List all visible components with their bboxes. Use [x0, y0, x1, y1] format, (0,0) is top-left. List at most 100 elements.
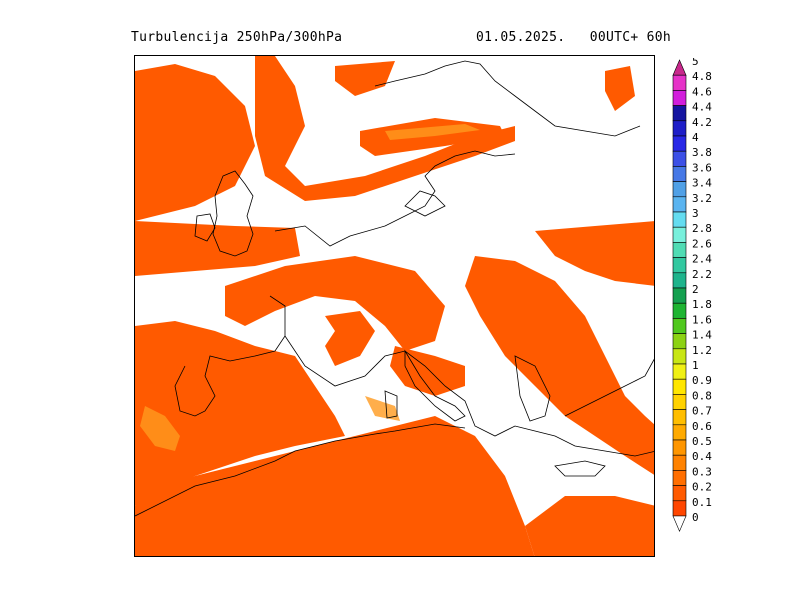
high-value-patch	[385, 124, 480, 140]
colorbar-label: 3	[692, 207, 699, 220]
colorbar-swatch	[672, 485, 687, 502]
colorbar-label: 2	[692, 283, 699, 296]
turbulence-area-iberia	[135, 321, 345, 506]
colorbar-swatch	[672, 242, 687, 258]
colorbar-swatch	[672, 454, 687, 471]
colorbar-swatch	[672, 120, 687, 137]
colorbar-label: 0	[692, 511, 699, 524]
map-canvas	[135, 56, 654, 556]
turbulence-area-south-east	[525, 496, 654, 556]
coastline	[284, 335, 654, 457]
colorbar-swatch	[672, 318, 687, 334]
colorbar-swatch	[672, 135, 687, 152]
colorbar-label: 4.4	[692, 101, 712, 114]
coastline	[404, 190, 446, 217]
colorbar-swatch	[672, 348, 687, 365]
coastline	[174, 295, 286, 417]
turbulence-high-values	[140, 124, 480, 451]
colorbar-label: 5	[692, 58, 699, 68]
colorbar-swatch	[672, 150, 687, 167]
coastline	[404, 349, 466, 422]
high-value-patch	[365, 396, 400, 421]
colorbar-swatch	[672, 302, 687, 319]
colorbar-label: 0.4	[692, 450, 712, 463]
colorbar-swatch	[672, 378, 687, 395]
turbulence-area-east	[535, 221, 654, 286]
coastlines	[135, 60, 654, 517]
colorbar-label: 0.3	[692, 465, 712, 478]
coastline	[374, 60, 641, 137]
turbulence-area-uk-band	[135, 221, 300, 276]
coastline	[514, 355, 551, 422]
turbulence-area-central	[465, 256, 654, 475]
colorbar-swatch	[672, 166, 687, 182]
colorbar-label: 0.1	[692, 496, 712, 509]
colorbar-swatch	[672, 181, 687, 198]
colorbar-label: 3.8	[692, 146, 712, 159]
colorbar-swatch	[672, 424, 687, 441]
colorbar-svg: 5 4.8 4.6 4.4 4.2 4 3.8 3.6 3.4 3.2 3 2.8 2.6 2.4 2.2 2…	[672, 55, 712, 532]
coastline	[274, 150, 516, 247]
colorbar-label: 2.4	[692, 253, 712, 266]
colorbar-label: 4.8	[692, 70, 712, 83]
colorbar-label: 1.2	[692, 344, 712, 357]
turbulence-area-west	[135, 64, 255, 221]
colorbar-swatch	[672, 272, 687, 289]
colorbar-swatch	[672, 211, 687, 228]
coastline	[554, 460, 606, 477]
colorbar-swatch	[672, 196, 687, 213]
colorbar-swatch	[672, 409, 687, 426]
high-value-patch	[140, 406, 180, 451]
turbulence-area-ne	[605, 66, 635, 111]
colorbar-label: 0.8	[692, 389, 712, 402]
colorbar-label: 0.5	[692, 435, 712, 448]
colorbar-label: 3.4	[692, 177, 712, 190]
colorbar-swatch	[672, 287, 687, 304]
colorbar-swatch	[672, 226, 687, 243]
colorbar-label: 4.2	[692, 116, 712, 129]
colorbar-swatch	[672, 394, 687, 410]
turbulence-area-inner-arc	[325, 311, 375, 366]
turbulence-area-north-band	[255, 56, 515, 201]
colorbar-swatch	[672, 363, 687, 380]
colorbar-swatch	[672, 105, 687, 122]
coastline	[135, 423, 466, 517]
colorbar-swatch	[672, 74, 687, 91]
colorbar-label: 0.6	[692, 420, 712, 433]
colorbar-label: 0.2	[692, 481, 712, 494]
colorbar-label: 2.6	[692, 237, 712, 250]
colorbar-swatch	[672, 257, 687, 274]
turbulence-area-italy	[390, 346, 465, 396]
colorbar-swatch	[672, 500, 687, 517]
colorbar-swatch	[672, 333, 687, 350]
colorbar-label: 1.4	[692, 329, 712, 342]
colorbar-label: 4	[692, 131, 699, 144]
turbulence-area-norway	[335, 61, 395, 96]
colorbar-swatch	[672, 439, 687, 456]
colorbar-label: 0.9	[692, 374, 712, 387]
colorbar-swatch	[672, 470, 687, 486]
colorbar-label: 0.7	[692, 405, 712, 418]
coastline	[212, 170, 254, 257]
turbulence-field	[135, 56, 654, 556]
turbulence-area-africa	[135, 416, 535, 556]
colorbar-label: 2.2	[692, 268, 712, 281]
forecast-time-label: 01.05.2025. 00UTC+ 60h	[476, 30, 672, 45]
colorbar-swatch	[672, 90, 687, 106]
colorbar-label: 1.6	[692, 313, 712, 326]
turbulence-area-france-spiral	[225, 256, 445, 351]
colorbar-label: 1	[692, 359, 699, 372]
colorbar-swatch	[672, 515, 687, 532]
colorbar-swatch	[672, 59, 687, 76]
colorbar-label: 2.8	[692, 222, 712, 235]
coastline	[384, 390, 398, 419]
colorbar-label: 1.8	[692, 298, 712, 311]
colorbar-label: 3.6	[692, 161, 712, 174]
coastline	[194, 213, 216, 242]
color-scale-legend: 5 4.8 4.6 4.4 4.2 4 3.8 3.6 3.4 3.2 3 2.8 2.6 2.4 2.2 2…	[670, 55, 780, 552]
colorbar-label: 3.2	[692, 192, 712, 205]
map-title: Turbulencija 250hPa/300hPa	[131, 30, 343, 45]
colorbar-label: 4.6	[692, 85, 712, 98]
turbulence-map	[134, 55, 655, 557]
coastline	[564, 358, 654, 417]
